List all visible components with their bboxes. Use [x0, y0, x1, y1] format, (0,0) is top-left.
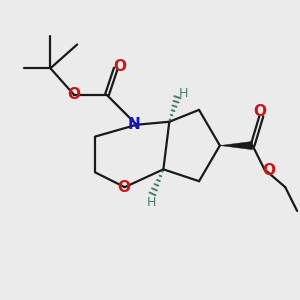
Text: O: O	[113, 59, 126, 74]
Text: O: O	[262, 163, 275, 178]
Text: H: H	[179, 87, 188, 100]
Text: N: N	[127, 117, 140, 132]
Text: H: H	[147, 196, 156, 209]
Text: O: O	[67, 87, 80, 102]
Polygon shape	[220, 141, 253, 150]
Text: O: O	[117, 180, 130, 195]
Text: O: O	[254, 104, 266, 119]
